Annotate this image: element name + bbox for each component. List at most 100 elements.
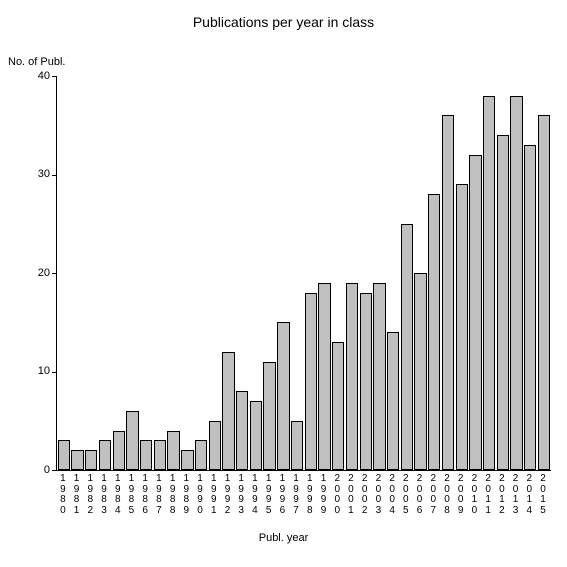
bar	[538, 115, 550, 470]
x-tick-label: 2003	[372, 474, 386, 516]
x-tick-label: 1997	[289, 474, 303, 516]
bar-slot	[414, 76, 428, 470]
bar	[332, 342, 344, 470]
bar-slot	[537, 76, 551, 470]
bar	[71, 450, 83, 470]
x-tick-label: 1995	[262, 474, 276, 516]
bar	[510, 96, 522, 470]
x-tick-label: 2005	[399, 474, 413, 516]
x-tick-label: 2008	[440, 474, 454, 516]
x-tick-label: 2006	[413, 474, 427, 516]
x-tick-label: 2007	[426, 474, 440, 516]
bar	[373, 283, 385, 470]
x-tick-label: 1990	[193, 474, 207, 516]
x-tick-label: 1996	[276, 474, 290, 516]
bar	[277, 322, 289, 470]
bar-slot	[290, 76, 304, 470]
x-tick-label: 1994	[248, 474, 262, 516]
x-tick-label: 1984	[111, 474, 125, 516]
bar-slot	[277, 76, 291, 470]
bar-slot	[180, 76, 194, 470]
bar-slot	[84, 76, 98, 470]
bar	[263, 362, 275, 470]
x-tick-label: 2002	[358, 474, 372, 516]
bar-slot	[318, 76, 332, 470]
x-tick-label: 1988	[166, 474, 180, 516]
bar	[401, 224, 413, 470]
y-axis-label: No. of Publ.	[8, 56, 65, 68]
bar	[483, 96, 495, 470]
x-tick-label: 2004	[385, 474, 399, 516]
bar	[113, 431, 125, 470]
bar-slot	[345, 76, 359, 470]
bar-slot	[427, 76, 441, 470]
x-tick-label: 1987	[152, 474, 166, 516]
x-tick-label: 1991	[207, 474, 221, 516]
bar	[428, 194, 440, 470]
x-tick-label: 1982	[83, 474, 97, 516]
x-tick-label: 1985	[125, 474, 139, 516]
x-tick-label: 2001	[344, 474, 358, 516]
bar-slot	[331, 76, 345, 470]
bar	[58, 440, 70, 470]
x-tick-label: 1980	[56, 474, 70, 516]
bar-slot	[208, 76, 222, 470]
bar-slot	[194, 76, 208, 470]
bar	[497, 135, 509, 470]
bar	[305, 293, 317, 470]
bar	[126, 411, 138, 470]
x-tick-label: 1981	[70, 474, 84, 516]
bar-slot	[263, 76, 277, 470]
bar	[346, 283, 358, 470]
bar	[524, 145, 536, 470]
x-tick-label: 1989	[179, 474, 193, 516]
bar-slot	[400, 76, 414, 470]
bar	[469, 155, 481, 470]
chart-title: Publications per year in class	[0, 14, 567, 30]
bar-slot	[222, 76, 236, 470]
bar	[181, 450, 193, 470]
x-tick-label: 1983	[97, 474, 111, 516]
bar-slot	[359, 76, 373, 470]
x-tick-label: 2012	[495, 474, 509, 516]
x-tick-label: 1986	[138, 474, 152, 516]
y-tick-label: 0	[20, 464, 50, 476]
bar-slot	[441, 76, 455, 470]
bar-slot	[304, 76, 318, 470]
bar	[85, 450, 97, 470]
x-tick-label: 2000	[330, 474, 344, 516]
y-tick	[52, 470, 57, 471]
y-tick-label: 40	[20, 70, 50, 82]
bar	[250, 401, 262, 470]
bar-slot	[71, 76, 85, 470]
bar-slot	[139, 76, 153, 470]
bars-group	[57, 76, 551, 470]
bar	[140, 440, 152, 470]
bar	[318, 283, 330, 470]
bar-slot	[249, 76, 263, 470]
bar-slot	[167, 76, 181, 470]
x-labels: 1980198119821983198419851986198719881989…	[56, 474, 550, 516]
x-tick-label: 2010	[468, 474, 482, 516]
bar-slot	[523, 76, 537, 470]
x-tick-label: 1998	[303, 474, 317, 516]
x-tick-label: 1992	[221, 474, 235, 516]
bar	[291, 421, 303, 470]
x-tick-label: 1999	[317, 474, 331, 516]
bar	[360, 293, 372, 470]
plot-area	[56, 76, 551, 471]
bar-slot	[126, 76, 140, 470]
y-tick-label: 30	[20, 168, 50, 180]
bar-slot	[98, 76, 112, 470]
bar-slot	[386, 76, 400, 470]
bar	[209, 421, 221, 470]
bar-slot	[153, 76, 167, 470]
bar-slot	[482, 76, 496, 470]
bar-slot	[510, 76, 524, 470]
chart-container: Publications per year in class No. of Pu…	[0, 0, 567, 567]
bar	[154, 440, 166, 470]
bar	[414, 273, 426, 470]
x-tick-label: 2013	[509, 474, 523, 516]
bar	[442, 115, 454, 470]
bar	[222, 352, 234, 470]
